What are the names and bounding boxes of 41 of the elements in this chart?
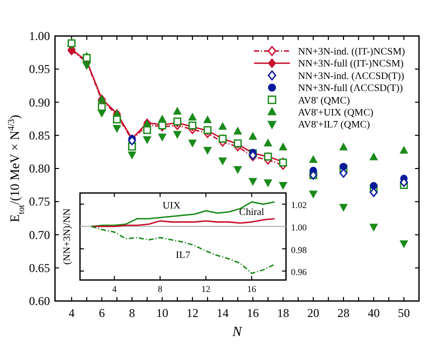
x-tick-label: 6 [98,306,105,320]
x-tick-label: 8 [129,306,136,320]
series-label: IL7 [176,250,190,262]
legend-label: NN+3N-full (ΛCCSD(T)) [298,83,403,94]
x-tick-label: 20 [307,306,320,320]
y-tick-label: 0.70 [29,228,50,242]
y-tick-label: 0.75 [29,194,50,209]
x-tick-label: 16 [247,284,257,294]
legend-label: NN+3N-ind. (ΛCCSD(T)) [298,70,404,82]
x-tick-label: 28 [337,306,350,320]
y-axis-title: (NN+3N)/NN [62,208,73,265]
x-tick-label: 8 [158,284,163,294]
y-tick-label: 1.02 [291,200,307,210]
x-axis-title: N [231,325,242,340]
y-tick-label: 0.60 [29,294,50,308]
series-label: UIX [162,200,182,212]
y-tick-label: 1.00 [29,29,50,43]
y-tick-label: 0.85 [29,128,50,142]
x-tick-label: 16 [246,306,259,320]
legend-label: NN+3N-ind. ((IT-)NCSM) [298,46,405,58]
x-tick-label: 40 [368,306,380,320]
legend-label: AV8' (QMC) [298,95,350,106]
y-tick-label: 0.98 [291,244,308,255]
y-tick-label: 0.90 [29,95,50,110]
legend-label: AV8'+IL7 (QMC) [298,120,370,131]
legend-label: AV8'+UIX (QMC) [298,108,374,118]
x-tick-label: 50 [398,306,410,320]
x-tick-label: 12 [186,306,198,320]
y-tick-label: 0.80 [29,162,50,176]
x-tick-label: 4 [112,284,118,294]
x-tick-label: 10 [156,306,168,320]
legend-label: NN+3N-full ((IT-)NCSM) [298,58,404,70]
y-tick-label: 1.00 [291,222,308,232]
x-tick-label: 18 [277,306,290,320]
x-tick-label: 12 [201,284,210,294]
series-label: Chiral [239,207,264,218]
x-tick-label: 14 [216,306,229,320]
y-tick-label: 0.95 [29,62,50,76]
y-tick-label: 0.65 [29,260,50,275]
x-tick-label: 4 [68,306,75,320]
y-tick-label: 0.96 [291,267,308,278]
